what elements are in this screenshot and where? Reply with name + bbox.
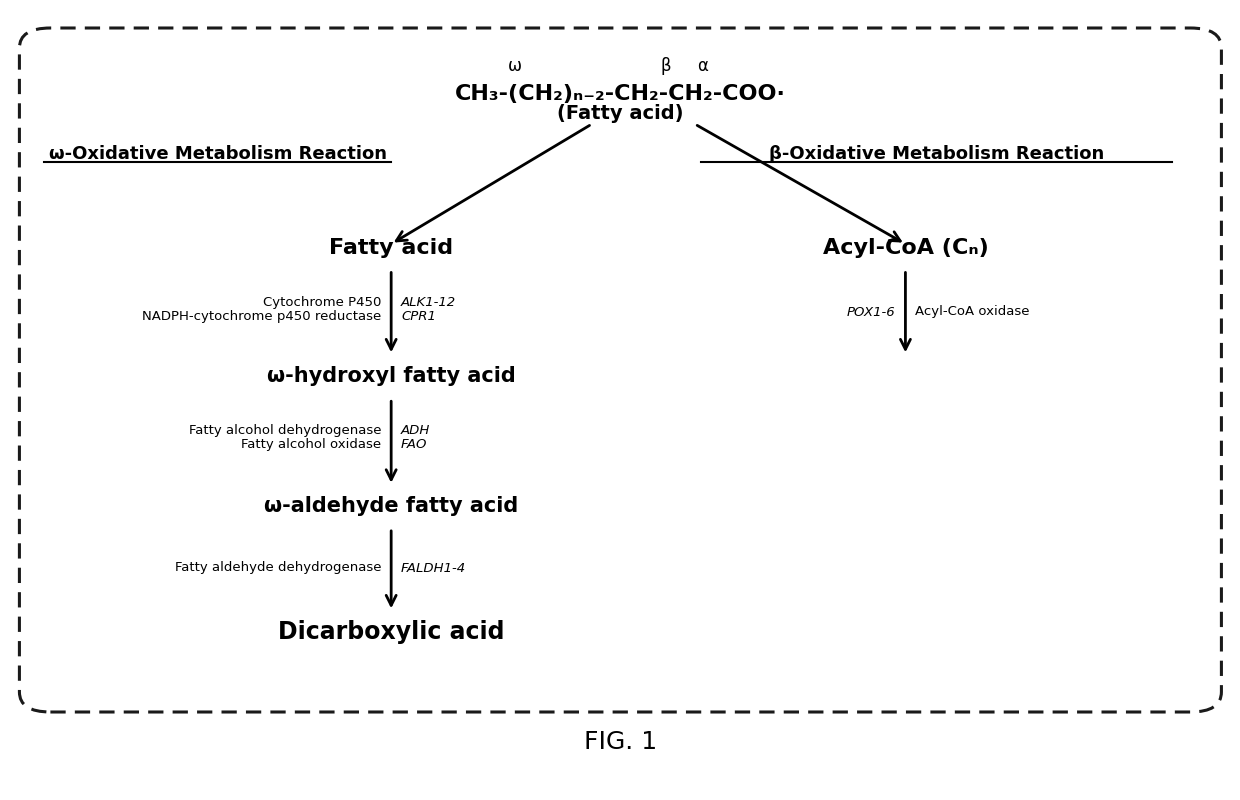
- Text: FIG. 1: FIG. 1: [584, 730, 657, 754]
- Text: Acyl-CoA (Cₙ): Acyl-CoA (Cₙ): [822, 238, 988, 258]
- Text: ALK1-12: ALK1-12: [401, 296, 456, 309]
- Text: ω: ω: [508, 57, 522, 75]
- Text: Fatty aldehyde dehydrogenase: Fatty aldehyde dehydrogenase: [175, 562, 381, 574]
- Text: Cytochrome P450: Cytochrome P450: [263, 296, 381, 309]
- Text: ADH: ADH: [401, 424, 430, 437]
- Text: FAO: FAO: [401, 438, 428, 451]
- Text: CPR1: CPR1: [401, 310, 436, 323]
- Text: Dicarboxylic acid: Dicarboxylic acid: [278, 620, 505, 644]
- Text: Fatty acid: Fatty acid: [329, 238, 454, 258]
- Text: α: α: [697, 57, 708, 75]
- Text: (Fatty acid): (Fatty acid): [557, 104, 683, 123]
- Text: Fatty alcohol oxidase: Fatty alcohol oxidase: [241, 438, 381, 451]
- Text: ω-Oxidative Metabolism Reaction: ω-Oxidative Metabolism Reaction: [48, 145, 387, 162]
- Text: ω-hydroxyl fatty acid: ω-hydroxyl fatty acid: [267, 366, 516, 386]
- Text: POX1-6: POX1-6: [847, 306, 895, 318]
- Text: NADPH-cytochrome p450 reductase: NADPH-cytochrome p450 reductase: [143, 310, 381, 323]
- Text: β: β: [661, 57, 672, 75]
- Text: FALDH1-4: FALDH1-4: [401, 562, 466, 574]
- Text: Acyl-CoA oxidase: Acyl-CoA oxidase: [915, 306, 1030, 318]
- Text: CH₃-(CH₂)ₙ₋₂-CH₂-CH₂-COO·: CH₃-(CH₂)ₙ₋₂-CH₂-CH₂-COO·: [455, 84, 786, 104]
- Text: β-Oxidative Metabolism Reaction: β-Oxidative Metabolism Reaction: [769, 145, 1104, 162]
- FancyBboxPatch shape: [20, 28, 1221, 712]
- Text: ω-aldehyde fatty acid: ω-aldehyde fatty acid: [264, 496, 518, 517]
- Text: Fatty alcohol dehydrogenase: Fatty alcohol dehydrogenase: [188, 424, 381, 437]
